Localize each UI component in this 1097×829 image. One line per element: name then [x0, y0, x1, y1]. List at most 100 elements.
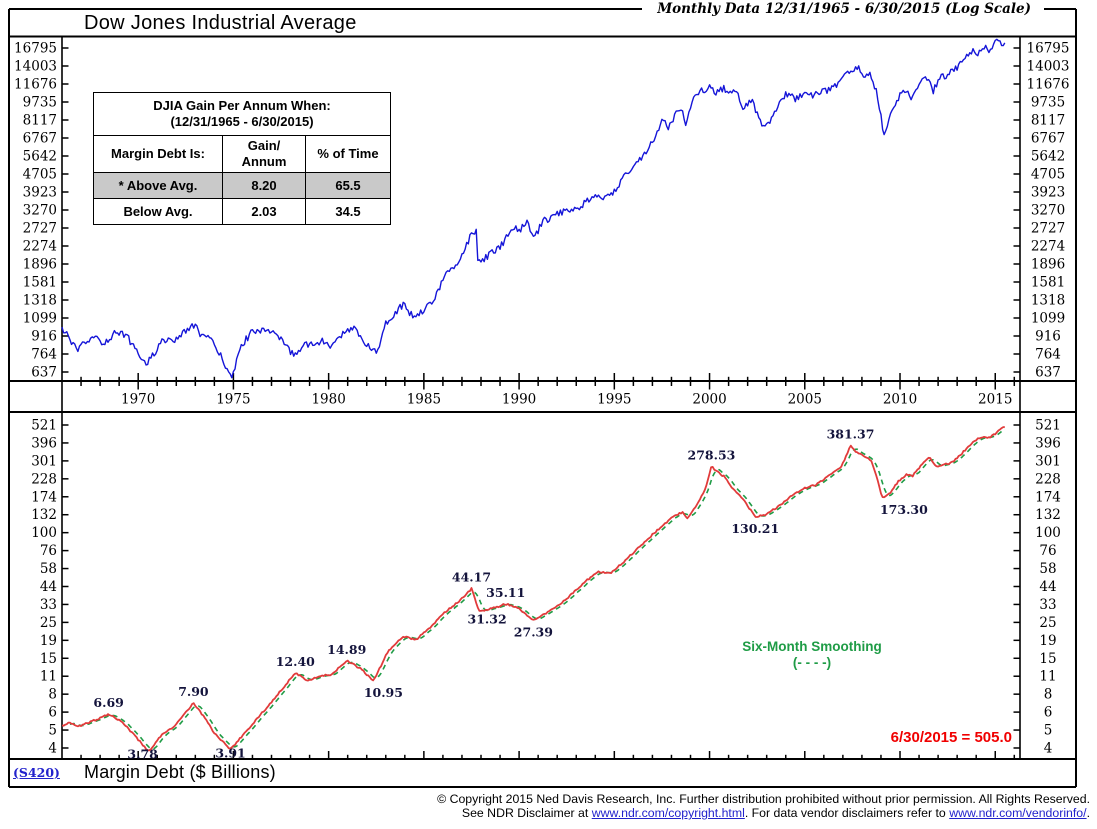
y-axis-label: 3270 — [1031, 203, 1065, 219]
data-label: 14.89 — [327, 642, 366, 657]
y-axis-label: 11 — [40, 669, 57, 685]
y-axis-label: 1896 — [1031, 257, 1065, 273]
y-axis-label: 6 — [48, 705, 57, 721]
data-label: 3.91 — [215, 746, 245, 761]
y-axis-label: 16795 — [1027, 41, 1070, 57]
y-axis-label: 11676 — [1027, 77, 1070, 93]
y-axis-label: 9735 — [23, 95, 57, 111]
footer-line2-mid: . For data vendor disclaimers refer to — [744, 806, 950, 820]
stats-row-above-pct: 65.5 — [305, 172, 391, 199]
y-axis-label: 5 — [48, 723, 57, 739]
y-axis-label: 2274 — [23, 239, 57, 255]
y-axis-label: 6 — [1044, 705, 1053, 721]
y-axis-label: 916 — [31, 329, 57, 345]
chart-title: Dow Jones Industrial Average — [84, 12, 357, 34]
y-axis-label: 100 — [1035, 525, 1061, 541]
stats-row-below-pct: 34.5 — [305, 198, 391, 225]
data-label: 12.40 — [276, 654, 315, 669]
y-axis-label: 4705 — [23, 167, 57, 183]
y-axis-label: 396 — [1035, 435, 1061, 451]
y-axis-label: 8 — [1044, 687, 1053, 703]
y-axis-label: 76 — [40, 543, 57, 559]
y-axis-label: 44 — [1039, 579, 1056, 595]
s420-link[interactable]: (S420) — [13, 765, 60, 780]
x-axis-label: 1990 — [502, 392, 536, 408]
y-axis-label: 396 — [31, 435, 57, 451]
data-label: 3.78 — [127, 747, 158, 762]
monthly-data-note: Monthly Data 12/31/1965 - 6/30/2015 (Log… — [651, 1, 1037, 17]
y-axis-label: 5642 — [23, 149, 57, 165]
y-axis-label: 174 — [1035, 489, 1061, 505]
y-axis-label: 1896 — [23, 257, 57, 273]
y-axis-label: 11 — [1039, 669, 1056, 685]
data-label: 27.39 — [514, 624, 553, 639]
y-axis-label: 1099 — [23, 311, 57, 327]
y-axis-label: 9735 — [1031, 95, 1065, 111]
data-label: 130.21 — [731, 521, 779, 536]
y-axis-label: 764 — [31, 347, 57, 363]
y-axis-label: 2727 — [23, 221, 57, 237]
x-axis-label: 2010 — [883, 392, 917, 408]
stats-row-below-gain: 2.03 — [222, 198, 306, 225]
x-axis-label: 2015 — [978, 392, 1012, 408]
y-axis-label: 4705 — [1031, 167, 1065, 183]
y-axis-label: 15 — [1039, 651, 1056, 667]
y-axis-label: 11676 — [14, 77, 57, 93]
y-axis-label: 1581 — [1031, 275, 1065, 291]
y-axis-label: 58 — [40, 561, 57, 577]
stats-table-title: DJIA Gain Per Annum When: (12/31/1965 - 6… — [93, 92, 391, 136]
y-axis-label: 174 — [31, 489, 57, 505]
y-axis-label: 15 — [40, 651, 57, 667]
callout-last-value: 6/30/2015 = 505.0 — [890, 729, 1012, 746]
footer-line2-prefix: See NDR Disclaimer at — [461, 806, 592, 820]
y-axis-label: 3270 — [23, 203, 57, 219]
y-axis-label: 3923 — [1031, 185, 1065, 201]
data-label: 7.90 — [178, 684, 209, 699]
y-axis-label: 1099 — [1031, 311, 1065, 327]
x-axis-label: 1980 — [311, 392, 345, 408]
stats-row-above-gain: 8.20 — [222, 172, 306, 199]
series-code: (S420) — [13, 765, 60, 780]
y-axis-label: 228 — [1035, 471, 1061, 487]
y-axis-label: 916 — [1035, 329, 1061, 345]
x-axis-label: 2000 — [692, 392, 726, 408]
y-axis-label: 1581 — [23, 275, 57, 291]
stats-row-above: * Above Avg. 8.20 65.5 — [93, 172, 391, 199]
y-axis-label: 228 — [31, 471, 57, 487]
copyright-link[interactable]: www.ndr.com/copyright.html — [591, 806, 745, 820]
y-axis-label: 100 — [31, 525, 57, 541]
y-axis-label: 19 — [40, 633, 57, 649]
y-axis-label: 5 — [1044, 723, 1053, 739]
y-axis-label: 1318 — [1031, 293, 1065, 309]
y-axis-label: 1318 — [23, 293, 57, 309]
y-axis-label: 6767 — [23, 131, 57, 147]
y-axis-label: 14003 — [1027, 59, 1070, 75]
y-axis-label: 58 — [1039, 561, 1056, 577]
y-axis-label: 4 — [48, 740, 57, 756]
y-axis-label: 637 — [31, 365, 57, 381]
x-axis-label: 1985 — [407, 392, 441, 408]
stats-col1-header: Margin Debt Is: — [93, 135, 223, 173]
stats-col2-header: Gain/ Annum — [222, 135, 306, 173]
bottom-panel-title: Margin Debt ($ Billions) — [84, 762, 276, 782]
x-axis-label: 2005 — [788, 392, 822, 408]
data-label: 31.32 — [468, 611, 507, 626]
y-axis-label: 33 — [1039, 597, 1056, 613]
data-label: 35.11 — [486, 585, 525, 600]
y-axis-label: 3923 — [23, 185, 57, 201]
y-axis-label: 8117 — [1031, 113, 1065, 129]
stats-col3-header: % of Time — [305, 135, 391, 173]
y-axis-label: 301 — [1035, 453, 1061, 469]
y-axis-label: 76 — [1039, 543, 1056, 559]
data-label: 278.53 — [688, 448, 736, 463]
stats-table: DJIA Gain Per Annum When: (12/31/1965 - 6… — [93, 92, 391, 225]
y-axis-label: 14003 — [14, 59, 57, 75]
legend-smoothing: Six-Month Smoothing (- - - -) — [712, 639, 912, 671]
footer-line2: See NDR Disclaimer at www.ndr.com/copyri… — [462, 806, 1090, 820]
vendorinfo-link[interactable]: www.ndr.com/vendorinfo/ — [949, 806, 1087, 820]
y-axis-label: 637 — [1035, 365, 1061, 381]
y-axis-label: 521 — [31, 418, 57, 434]
legend-smoothing-dashes: (- - - -) — [792, 655, 832, 670]
y-axis-label: 25 — [1039, 615, 1056, 631]
